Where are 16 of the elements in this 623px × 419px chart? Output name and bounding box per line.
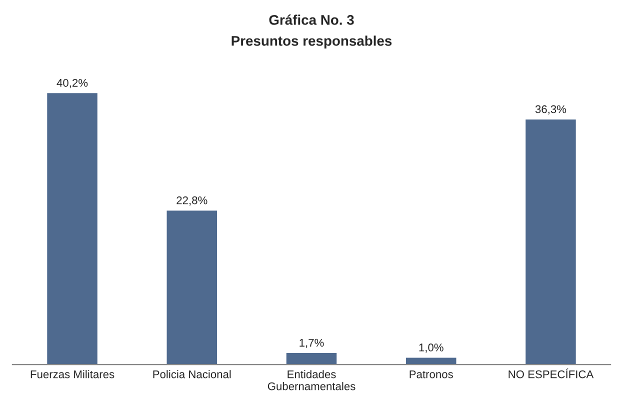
bar [526,120,576,365]
bar [286,353,337,365]
x-tick-label: Fuerzas Militares [30,370,114,378]
chart-title: Gráfica No. 3 [269,14,354,25]
data-label: 22,8% [176,196,208,206]
data-label: 36,3% [535,105,566,114]
x-tick-label: NO ESPECÍFICA [508,368,594,378]
data-label: 40,2% [56,78,88,88]
data-label: 1,7% [300,338,324,348]
bar [47,93,98,365]
x-tick-label: Entidades Gubernamentales [268,370,356,390]
x-tick-label: Patronos [410,370,453,378]
chart-subtitle: Presuntos responsables [232,36,392,49]
x-tick-label: Policia Nacional [153,370,231,378]
bar [166,210,218,365]
data-label: 1,0% [419,344,444,353]
